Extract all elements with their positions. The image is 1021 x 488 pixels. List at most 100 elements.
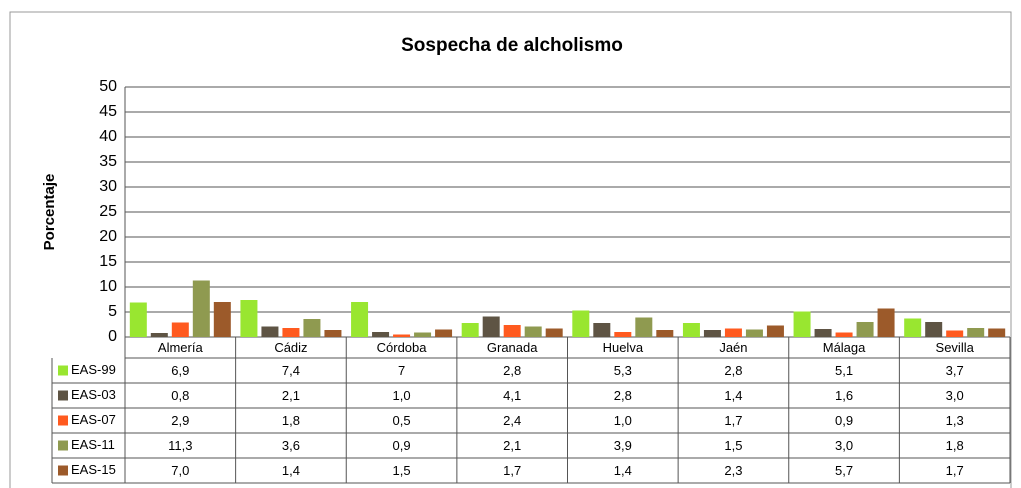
bar [545,328,563,337]
legend-label: EAS-15 [71,462,116,477]
data-label: 1,8 [282,413,300,428]
x-tick-label: Cádiz [274,340,307,355]
legend-label: EAS-99 [71,362,116,377]
y-tick-label: 0 [108,328,117,345]
data-label: 2,1 [503,438,521,453]
chart-title: Sospecha de alcholismo [401,35,623,56]
bar [261,326,279,337]
data-label: 2,8 [614,388,632,403]
legend-swatch [58,440,68,451]
data-label: 0,8 [171,388,189,403]
bar [946,330,964,337]
y-tick-label: 45 [99,103,117,120]
y-tick-label: 15 [99,253,117,270]
data-label: 1,7 [503,463,521,478]
y-tick-label: 40 [99,128,117,145]
bar [614,332,632,337]
y-tick-label: 30 [99,178,117,195]
data-label: 3,0 [835,438,853,453]
data-label: 3,7 [946,363,964,378]
bar [414,332,432,337]
bar [524,326,542,337]
x-tick-label: Málaga [823,340,866,355]
data-label: 1,0 [393,388,411,403]
data-label: 1,4 [724,388,742,403]
legend-swatch [58,415,68,426]
bar [129,302,147,337]
bar [192,280,210,337]
bar [793,311,811,337]
x-tick-label: Sevilla [936,340,975,355]
bar [435,329,453,337]
bar [482,316,500,337]
data-label: 3,6 [282,438,300,453]
data-label: 2,8 [724,363,742,378]
bar [213,302,231,337]
bar [656,330,674,337]
chart-frame [9,11,1012,488]
data-label: 1,6 [835,388,853,403]
data-label: 1,4 [282,463,300,478]
data-label: 7,4 [282,363,300,378]
bar [393,334,411,337]
data-label: 1,5 [393,463,411,478]
bar [724,328,742,337]
bar [682,323,700,337]
bar [635,317,653,337]
x-tick-label: Córdoba [377,340,428,355]
y-tick-label: 35 [99,153,117,170]
legend-label: EAS-11 [71,437,115,452]
legend-label: EAS-03 [71,387,116,402]
data-label: 3,9 [614,438,632,453]
data-label: 2,4 [503,413,521,428]
bar [835,332,853,337]
data-label: 2,3 [724,463,742,478]
y-tick-label: 25 [99,203,117,220]
data-label: 1,5 [724,438,742,453]
x-tick-label: Granada [487,340,538,355]
data-label: 2,9 [171,413,189,428]
data-label: 1,4 [614,463,632,478]
y-axis-label: Porcentaje [41,174,58,251]
legend-label: EAS-07 [71,412,116,427]
legend-swatch [58,465,68,476]
y-tick-label: 10 [99,278,117,295]
data-label: 6,9 [171,363,189,378]
y-tick-label: 50 [99,78,117,95]
bar [904,318,922,337]
data-label: 1,8 [946,438,964,453]
bar [351,302,369,337]
bar [925,322,943,337]
bar [282,328,300,337]
bar [240,300,258,337]
y-tick-label: 20 [99,228,117,245]
bar [503,325,521,337]
bar [766,325,784,337]
data-label: 4,1 [503,388,521,403]
bar [703,330,721,337]
bar [856,322,874,337]
data-label: 1,0 [614,413,632,428]
bar [745,329,763,337]
data-label: 5,1 [835,363,853,378]
data-label: 0,9 [393,438,411,453]
bar [461,323,479,337]
data-label: 0,5 [393,413,411,428]
data-label: 1,7 [946,463,964,478]
x-tick-label: Huelva [603,340,644,355]
bar [593,323,611,337]
legend-swatch [58,365,68,376]
data-label: 1,3 [946,413,964,428]
bar [877,308,895,337]
data-label: 0,9 [835,413,853,428]
legend-swatch [58,390,68,401]
data-label: 1,7 [724,413,742,428]
data-label: 11,3 [168,438,192,453]
bar [814,329,832,337]
bar [303,319,321,337]
bar [988,328,1006,337]
bar [372,332,390,337]
bar [967,328,985,337]
bar [150,333,168,337]
